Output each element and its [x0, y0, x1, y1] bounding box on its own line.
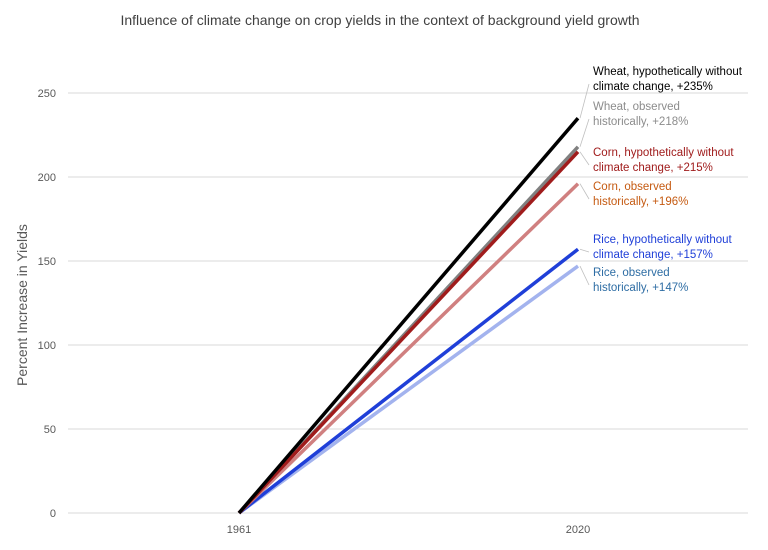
series-line [237, 264, 580, 515]
y-tick-label: 100 [38, 340, 56, 352]
series-annotation: Rice, hypothetically without climate chan… [593, 234, 733, 261]
annotation-leader [579, 248, 590, 253]
annotation-line: Corn, observed [593, 181, 672, 193]
annotation-line: Rice, observed [593, 267, 670, 279]
annotation-leader [579, 183, 590, 200]
annotation-line: Corn, hypothetically without [593, 147, 734, 159]
annotation-leader [579, 118, 590, 147]
y-tick-label: 250 [38, 88, 56, 100]
chart-title: Influence of climate change on crop yiel… [120, 12, 639, 28]
series-line [237, 182, 580, 515]
series-line [237, 150, 580, 515]
series-annotation: Corn, hypothetically without climate chan… [593, 147, 734, 174]
y-tick-label: 200 [38, 172, 56, 184]
y-tick-label: 0 [50, 508, 56, 520]
series-line [237, 247, 580, 515]
annotation-line: Wheat, hypothetically without [593, 66, 743, 78]
series-lines [237, 117, 580, 515]
y-tick-label: 50 [44, 424, 56, 436]
series-line [237, 117, 580, 515]
annotation-line: climate change, +215% [593, 162, 713, 174]
series-annotation: Wheat, hypothetically without climate cha… [593, 66, 743, 93]
annotation-leader [579, 265, 590, 286]
annotation-line: historically, +218% [593, 116, 688, 128]
gridlines [68, 92, 748, 514]
y-tick-labels: 0 50 100 150 200 250 [38, 88, 56, 520]
annotation-line: climate change, +235% [593, 81, 713, 93]
annotation-leaders [579, 83, 590, 286]
annotation-line: historically, +196% [593, 196, 688, 208]
x-tick-label: 2020 [566, 524, 590, 536]
annotation-line: historically, +147% [593, 282, 688, 294]
annotation-line: climate change, +157% [593, 249, 713, 261]
x-tick-label: 1961 [227, 524, 251, 536]
series-annotations: Wheat, hypothetically without climate cha… [593, 66, 743, 294]
y-axis-label: Percent Increase in Yields [14, 224, 30, 386]
series-annotation: Wheat, observed historically, +218% [593, 101, 688, 128]
series-annotation: Corn, observed historically, +196% [593, 181, 688, 208]
annotation-leader [579, 83, 590, 119]
y-tick-label: 150 [38, 256, 56, 268]
annotation-line: Wheat, observed [593, 101, 680, 113]
annotation-line: Rice, hypothetically without [593, 234, 733, 246]
annotation-leader [579, 151, 590, 166]
series-annotation: Rice, observed historically, +147% [593, 267, 688, 294]
x-tick-labels: 1961 2020 [227, 524, 590, 536]
